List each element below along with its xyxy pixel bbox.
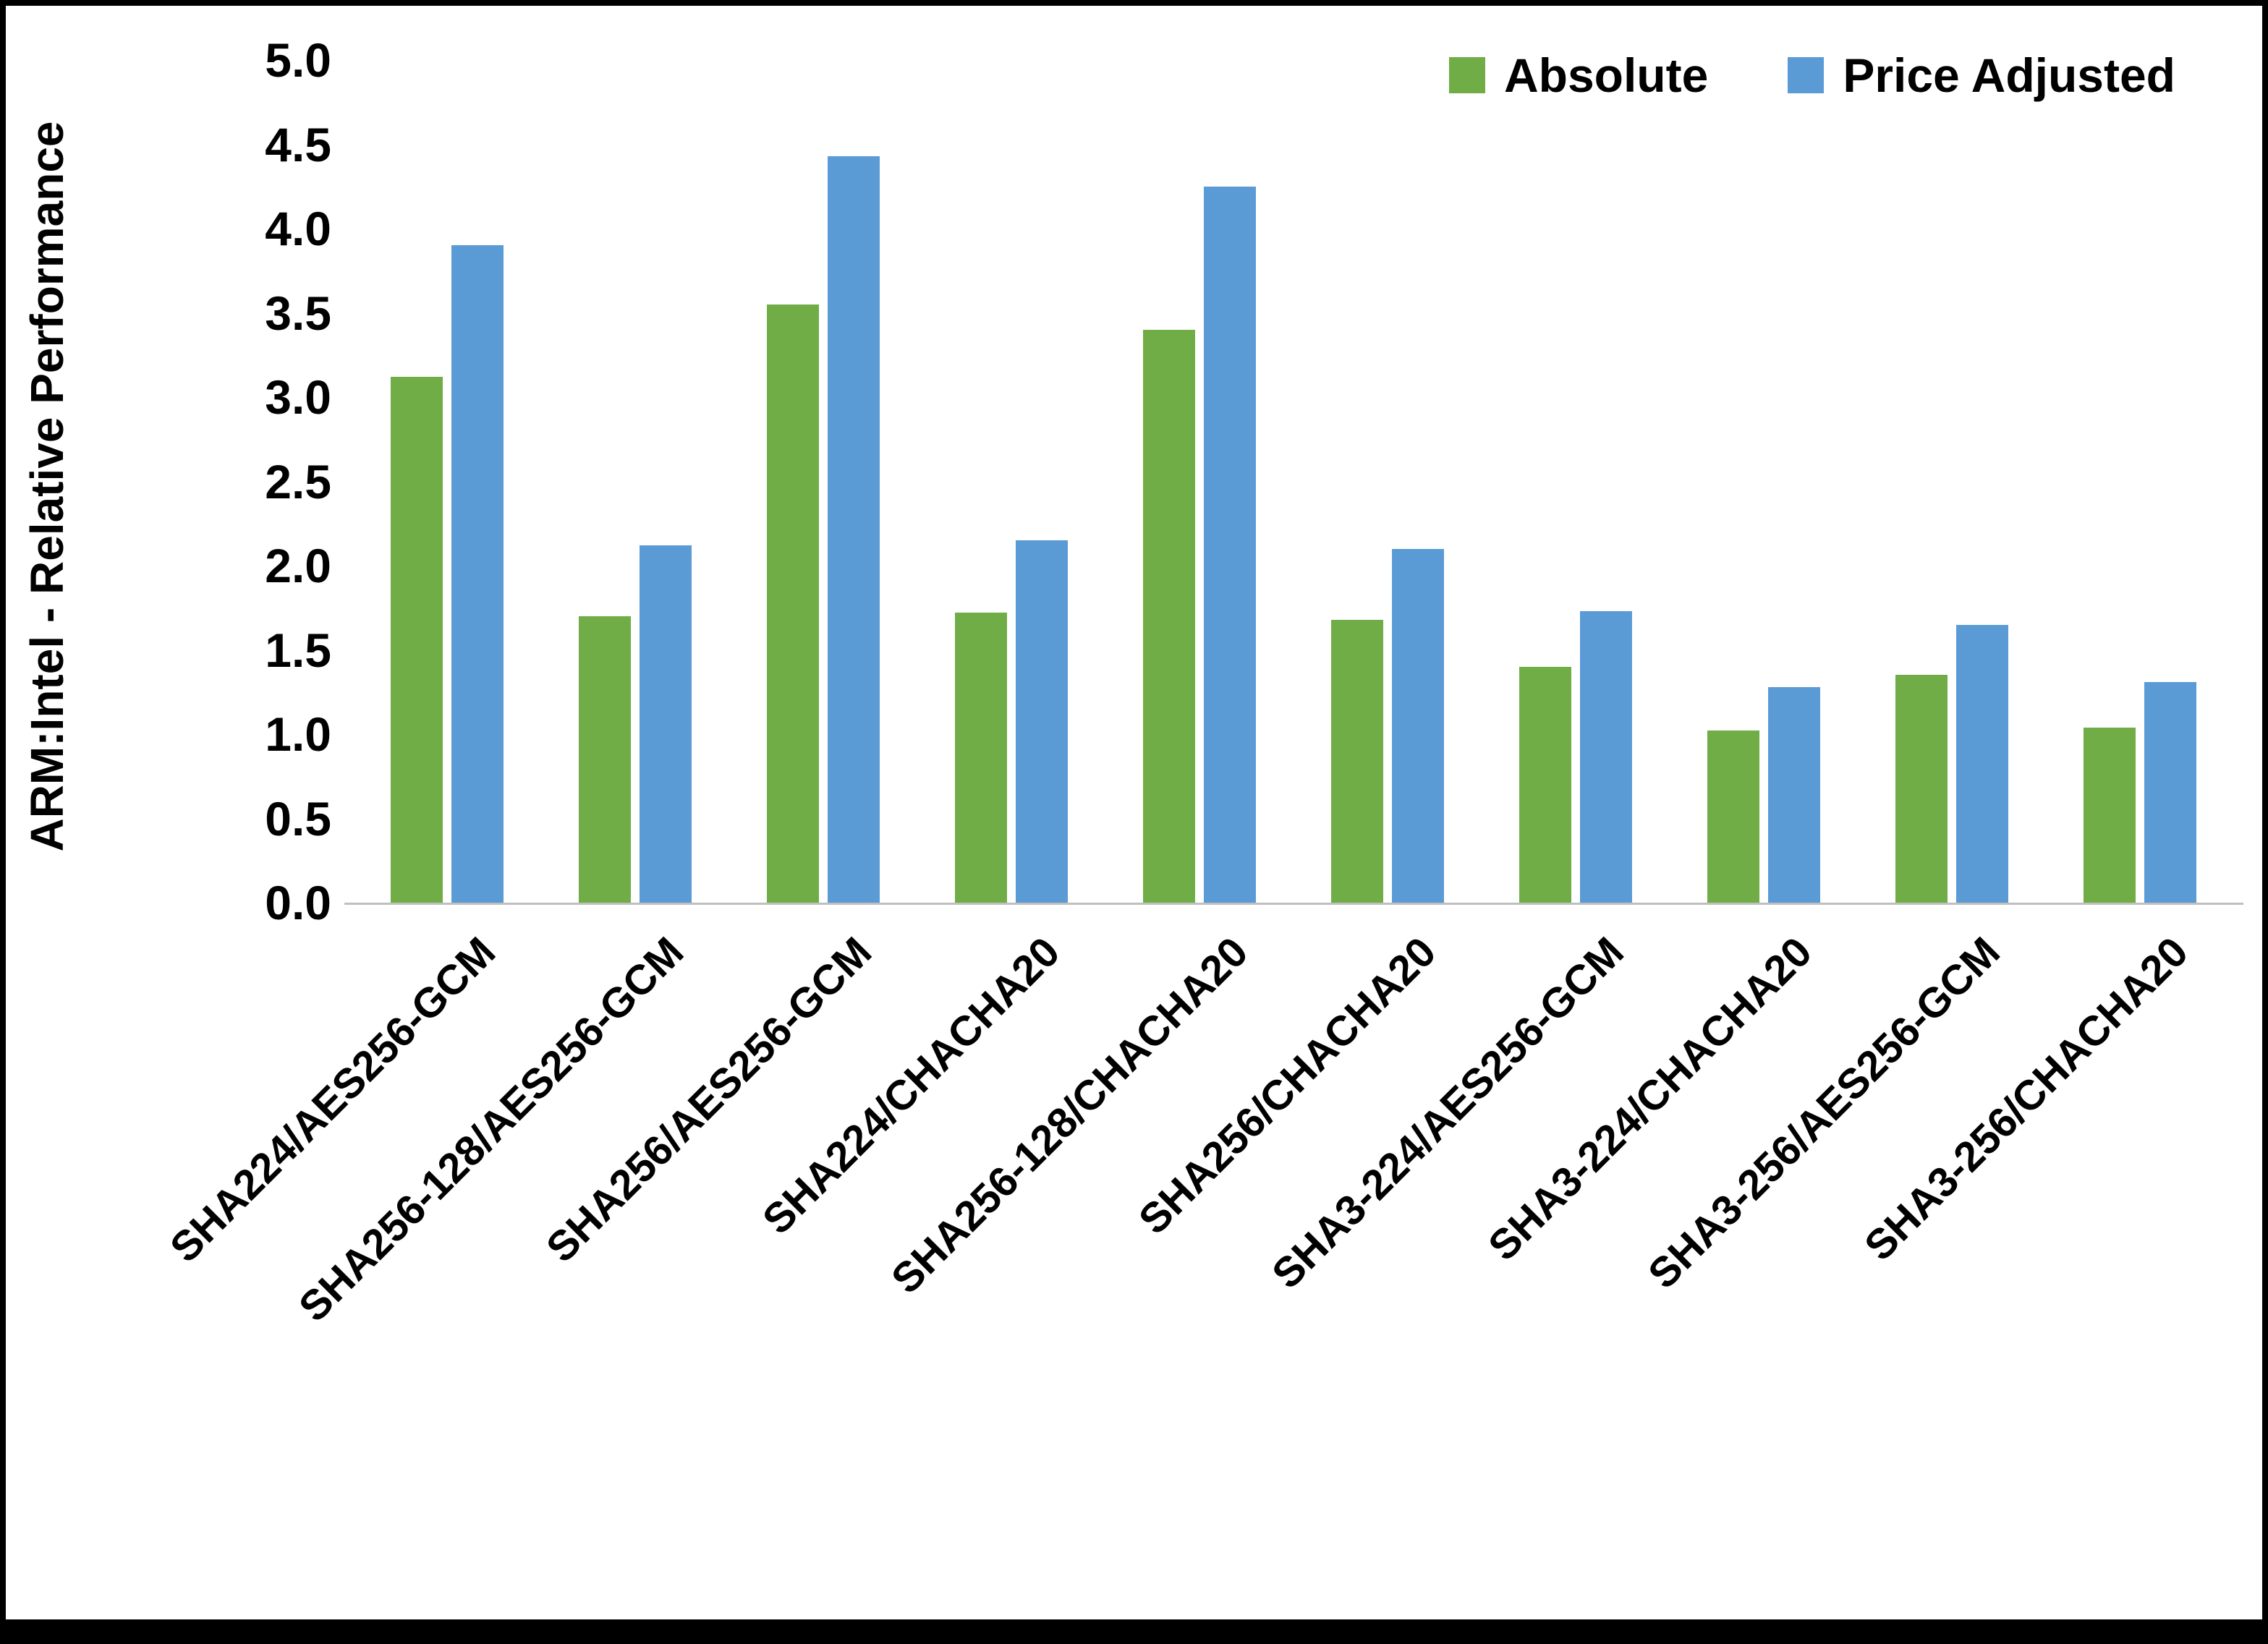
- bars-container: [353, 60, 2234, 903]
- bar-absolute: [391, 377, 443, 903]
- y-tick-label: 0.0: [265, 876, 331, 929]
- bar-price-adjusted: [1204, 186, 1256, 903]
- bar-price-adjusted: [1580, 610, 1632, 903]
- legend-label-price-adjusted: Price Adjusted: [1843, 48, 2175, 102]
- legend-swatch-absolute: [1448, 57, 1485, 93]
- y-tick-label: 3.0: [265, 370, 331, 424]
- bar-group: [1670, 60, 1858, 903]
- y-tick-label: 3.5: [265, 286, 331, 340]
- x-category-label: SHA3-224/AES256-GCM: [1263, 928, 1634, 1298]
- bar-absolute: [1519, 666, 1571, 903]
- bar-price-adjusted: [1956, 624, 2008, 903]
- y-tick-label: 0.5: [265, 791, 331, 846]
- bar-price-adjusted: [451, 245, 504, 903]
- legend-label-absolute: Absolute: [1503, 48, 1709, 102]
- x-category-label: SHA256-128/AES256-GCM: [289, 928, 693, 1331]
- y-tick-label: 1.5: [265, 623, 331, 677]
- bar-absolute: [2084, 727, 2136, 903]
- x-category-label: SHA224/AES256-GCM: [161, 928, 505, 1272]
- bar-price-adjusted: [640, 545, 692, 903]
- y-tick-label: 1.0: [265, 707, 331, 761]
- bar-price-adjusted: [1768, 686, 1820, 903]
- bar-absolute: [1707, 731, 1759, 903]
- bar-group: [2046, 60, 2234, 903]
- bar-price-adjusted: [1016, 540, 1068, 903]
- plot-area: [353, 60, 2234, 903]
- x-category-label: SHA3-224/CHACHA20: [1479, 928, 1822, 1270]
- x-category-label: SHA256-128/CHACHA20: [882, 928, 1257, 1303]
- x-category-label: SHA3-256/CHACHA20: [1856, 928, 2198, 1270]
- x-category-label: SHA256/CHACHA20: [1129, 928, 1445, 1243]
- y-tick-label: 2.5: [265, 454, 331, 508]
- bar-group: [541, 60, 729, 903]
- x-category-label: SHA224/CHACHA20: [753, 928, 1069, 1243]
- x-axis-line: [344, 903, 2243, 905]
- bar-group: [1482, 60, 1670, 903]
- bar-absolute: [579, 616, 631, 903]
- bar-group: [1105, 60, 1294, 903]
- legend-item-price-adjusted: Price Adjusted: [1788, 48, 2175, 103]
- bar-absolute: [1331, 619, 1383, 903]
- y-tick-label: 4.0: [265, 202, 331, 255]
- y-tick-label: 5.0: [265, 33, 331, 87]
- bar-group: [353, 60, 541, 903]
- bar-group: [1294, 60, 1482, 903]
- y-tick-label: 2.0: [265, 539, 331, 592]
- bar-absolute: [955, 613, 1007, 903]
- y-tick-label: 4.5: [265, 117, 331, 171]
- bar-group: [1858, 60, 2046, 903]
- bar-absolute: [1895, 675, 1948, 903]
- bar-price-adjusted: [828, 156, 880, 903]
- legend-swatch-price-adjusted: [1788, 57, 1825, 93]
- bar-absolute: [1143, 329, 1195, 903]
- bar-price-adjusted: [2144, 681, 2196, 903]
- bar-absolute: [767, 304, 819, 903]
- bar-group: [917, 60, 1105, 903]
- bar-group: [729, 60, 917, 903]
- x-category-label: SHA3-256/AES256-GCM: [1639, 928, 2010, 1298]
- legend: Absolute Price Adjusted: [1448, 48, 2175, 103]
- y-axis-title: ARM:Intel - Relative Performance: [21, 121, 73, 852]
- bar-price-adjusted: [1392, 548, 1444, 903]
- x-category-label: SHA256/AES256-GCM: [537, 928, 881, 1272]
- legend-item-absolute: Absolute: [1448, 48, 1709, 103]
- y-axis-tick-labels: 5.0 4.5 4.0 3.5 3.0 2.5 2.0 1.5 1.0 0.5 0.0: [122, 36, 331, 927]
